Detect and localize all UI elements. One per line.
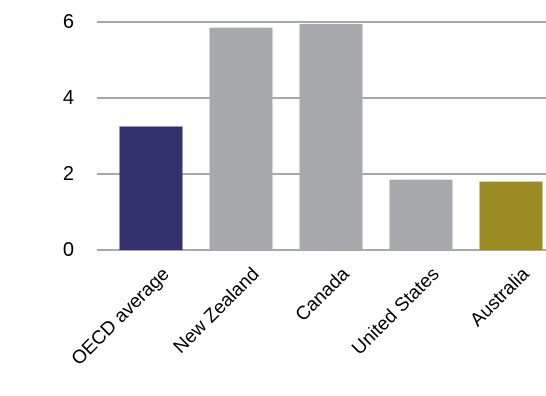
bar — [119, 126, 183, 250]
y-tick-label: 0 — [63, 239, 74, 261]
bar — [299, 23, 363, 251]
bar — [389, 179, 453, 250]
x-category-label: OECD average — [68, 264, 174, 370]
bar — [479, 181, 543, 250]
y-tick-label: 6 — [63, 11, 74, 33]
bar — [209, 27, 273, 251]
bars — [119, 23, 543, 251]
y-tick-label: 4 — [63, 87, 74, 109]
y-tick-label: 2 — [63, 163, 74, 185]
x-category-label: Canada — [292, 263, 354, 325]
y-axis-tick-labels: 0 2 4 6 — [63, 11, 74, 261]
x-category-label: New Zealand — [170, 264, 264, 358]
x-category-label: Australia — [466, 263, 533, 330]
x-category-label: United States — [348, 264, 444, 360]
